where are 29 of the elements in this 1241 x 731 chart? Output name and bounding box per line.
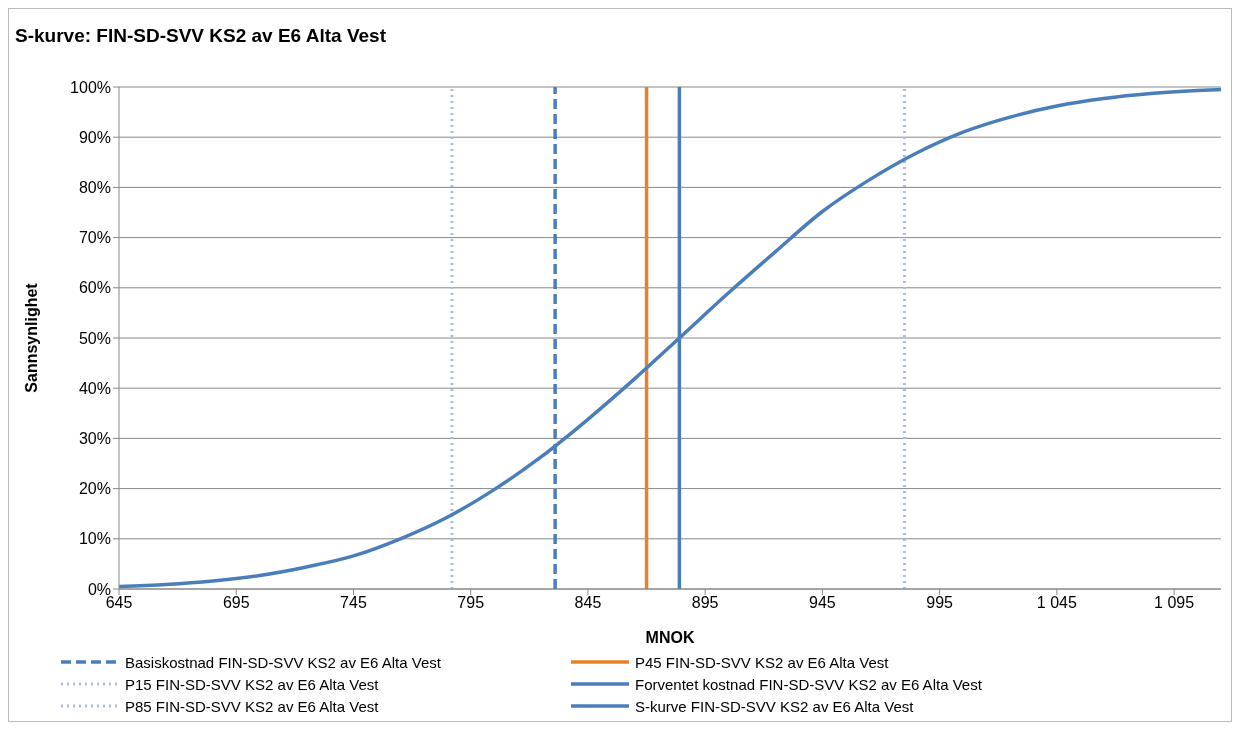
y-tick-label: 60% — [78, 279, 111, 297]
legend-label: Basiskostnad FIN-SD-SVV KS2 av E6 Alta Vest — [125, 653, 441, 671]
x-tick-label: 995 — [926, 594, 954, 612]
y-tick-label: 30% — [78, 430, 111, 448]
legend-label: P85 FIN-SD-SVV KS2 av E6 Alta Vest — [125, 697, 379, 715]
x-tick-label: 645 — [105, 594, 133, 612]
y-tick-label: 80% — [78, 179, 111, 197]
x-tick-label: 695 — [222, 594, 250, 612]
y-tick-label: 100% — [70, 78, 111, 96]
y-tick-label: 90% — [78, 128, 111, 146]
x-tick-label: 895 — [691, 594, 719, 612]
x-tick-label: 745 — [340, 594, 367, 612]
x-tick-label: 945 — [809, 594, 836, 612]
x-tick-label: 795 — [457, 594, 485, 612]
legend-label: P15 FIN-SD-SVV KS2 av E6 Alta Vest — [125, 675, 379, 693]
y-tick-label: 10% — [78, 530, 111, 548]
y-tick-label: 70% — [78, 229, 111, 247]
y-tick-label: 40% — [78, 379, 111, 397]
y-tick-label: 20% — [78, 480, 111, 498]
x-tick-label: 1 045 — [1036, 594, 1077, 612]
legend-label: Forventet kostnad FIN-SD-SVV KS2 av E6 Alta Vest — [635, 675, 982, 693]
y-axis-title: Sannsynlighet — [22, 282, 40, 393]
x-tick-label: 1 095 — [1154, 594, 1195, 612]
legend-label: S-kurve FIN-SD-SVV KS2 av E6 Alta Vest — [635, 697, 914, 715]
x-tick-label: 845 — [574, 594, 602, 612]
legend-label: P45 FIN-SD-SVV KS2 av E6 Alta Vest — [635, 653, 889, 671]
y-tick-label: 50% — [78, 329, 111, 347]
chart-title: S-kurve: FIN-SD-SVV KS2 av E6 Alta Vest — [15, 25, 386, 47]
x-axis-title: MNOK — [645, 629, 695, 646]
